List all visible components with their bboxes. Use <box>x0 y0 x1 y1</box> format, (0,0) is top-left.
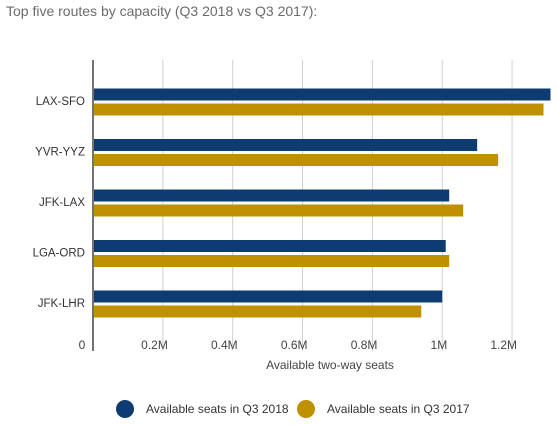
x-tick-label: 1.2M <box>490 338 517 352</box>
bar-q3-2018 <box>94 240 446 252</box>
chart-title: Top five routes by capacity (Q3 2018 vs … <box>6 3 318 19</box>
bar-q3-2018 <box>94 88 551 101</box>
category-label: JFK-LAX <box>39 197 85 209</box>
legend-swatch-q3-2018 <box>116 400 134 418</box>
bar-q3-2018 <box>94 290 443 303</box>
category-label: YVR-YYZ <box>35 147 85 159</box>
bar-q3-2018 <box>94 189 450 202</box>
x-tick-label: 0.8M <box>351 338 378 352</box>
bar-q3-2017 <box>94 305 422 318</box>
x-tick-label: 0.4M <box>211 338 238 352</box>
legend-swatch-q3-2017 <box>297 400 315 418</box>
bar-q3-2018 <box>94 139 478 151</box>
bar-q3-2017 <box>94 103 544 116</box>
x-tick-label: 0.2M <box>141 338 168 352</box>
legend-item-q3-2017: Available seats in Q3 2017 <box>297 400 470 418</box>
legend: Available seats in Q3 2018 Available sea… <box>0 400 557 422</box>
x-axis-title: Available two-way seats <box>266 358 394 372</box>
bar-chart: 0 0.2M 0.4M 0.6M 0.8M 1M 1.2M Available two-way… <box>33 60 551 372</box>
x-tick-label: 0.6M <box>281 338 308 352</box>
legend-label-q3-2017: Available seats in Q3 2017 <box>327 402 470 416</box>
category-label: LGA-ORD <box>33 248 85 260</box>
x-tick-label: 1M <box>431 338 448 352</box>
legend-item-q3-2018: Available seats in Q3 2018 <box>116 400 289 418</box>
x-tick-label: 0 <box>79 338 86 352</box>
bar-q3-2017 <box>94 154 499 166</box>
category-label: JFK-LHR <box>38 298 85 310</box>
bar-q3-2017 <box>94 204 464 217</box>
bar-q3-2017 <box>94 255 450 267</box>
category-label: LAX-SFO <box>36 96 85 108</box>
legend-label-q3-2018: Available seats in Q3 2018 <box>146 402 289 416</box>
